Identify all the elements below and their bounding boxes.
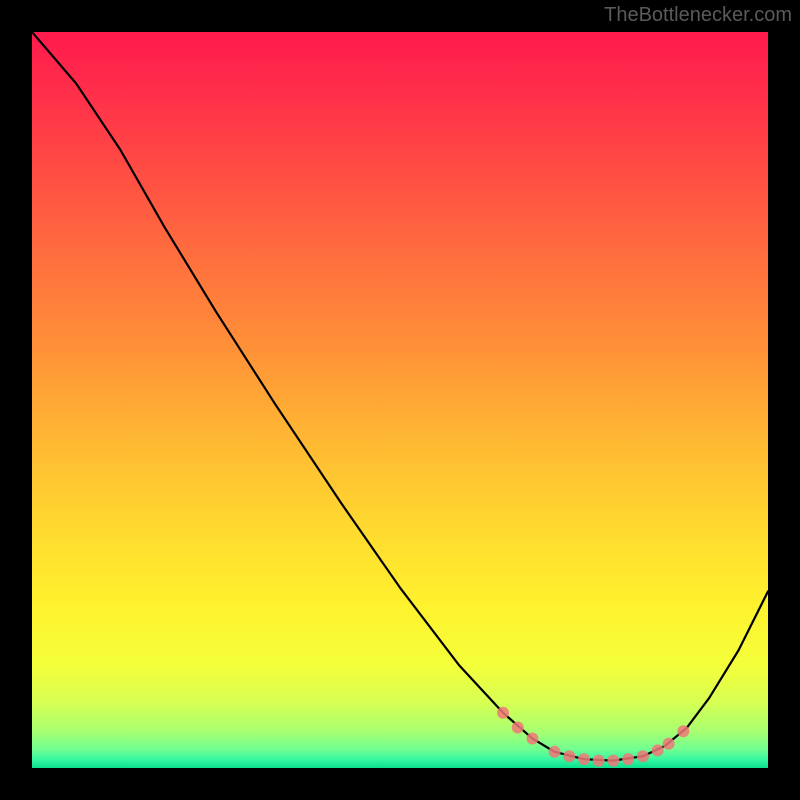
- curve-marker: [526, 733, 538, 745]
- curve-marker: [637, 750, 649, 762]
- bottleneck-chart: [0, 0, 800, 800]
- curve-marker: [512, 722, 524, 734]
- curve-marker: [677, 725, 689, 737]
- curve-marker: [497, 707, 509, 719]
- curve-marker: [607, 755, 619, 767]
- chart-container: TheBottlenecker.com: [0, 0, 800, 800]
- curve-marker: [622, 753, 634, 765]
- curve-marker: [593, 755, 605, 767]
- curve-marker: [663, 738, 675, 750]
- curve-marker: [578, 753, 590, 765]
- curve-marker: [652, 744, 664, 756]
- curve-marker: [549, 746, 561, 758]
- curve-marker: [563, 750, 575, 762]
- plot-gradient-area: [32, 32, 768, 768]
- watermark-label: TheBottlenecker.com: [604, 4, 792, 27]
